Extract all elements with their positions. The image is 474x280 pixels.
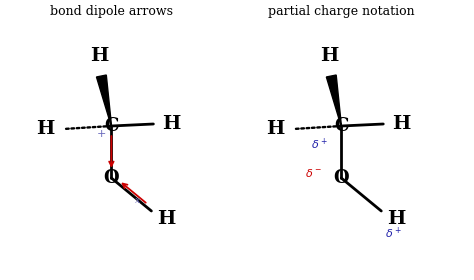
Text: O: O [104, 169, 119, 187]
Polygon shape [97, 75, 111, 126]
Text: $\delta^+$: $\delta^+$ [311, 136, 328, 152]
Text: +: + [97, 129, 106, 139]
Text: H: H [157, 210, 175, 228]
Polygon shape [327, 75, 341, 126]
Text: bond dipole arrows: bond dipole arrows [50, 6, 173, 18]
Text: C: C [334, 117, 348, 135]
Text: H: H [162, 115, 181, 133]
Text: H: H [36, 120, 55, 138]
Text: H: H [392, 115, 410, 133]
Text: $\delta^+$: $\delta^+$ [385, 225, 401, 241]
Text: x: x [135, 196, 140, 205]
Text: H: H [90, 47, 109, 65]
Text: O: O [334, 169, 349, 187]
Text: H: H [266, 120, 284, 138]
Text: C: C [104, 117, 118, 135]
Text: partial charge notation: partial charge notation [268, 6, 415, 18]
Text: $\delta^-$: $\delta^-$ [305, 167, 322, 179]
Text: H: H [320, 47, 338, 65]
Text: H: H [387, 210, 405, 228]
